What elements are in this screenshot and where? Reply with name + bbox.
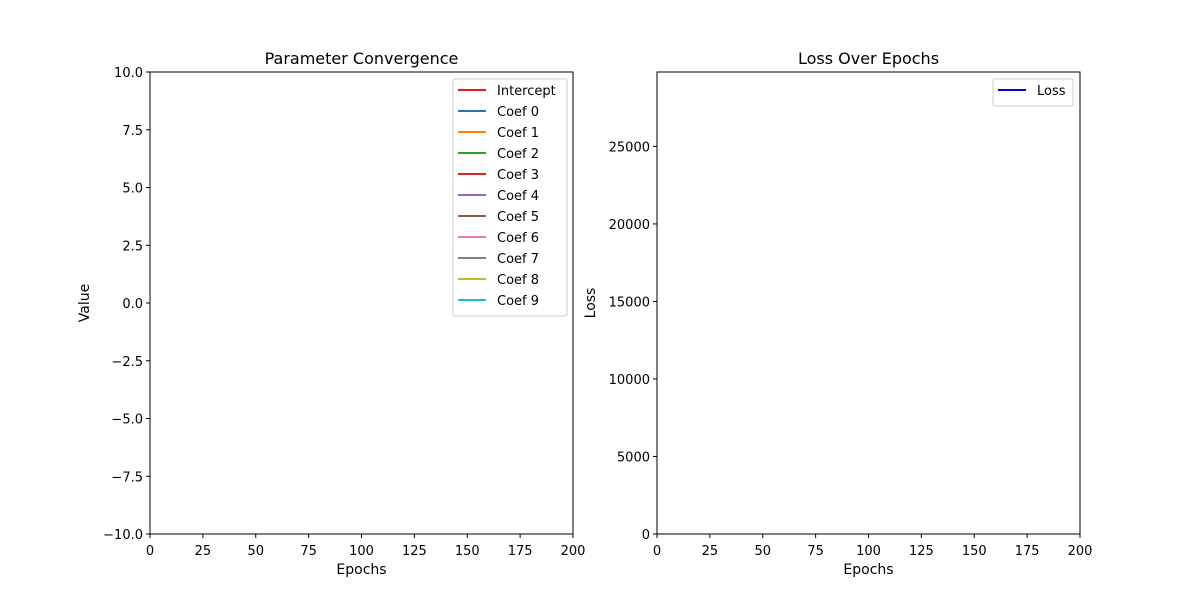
y-tick-label: 5.0 <box>122 182 143 197</box>
x-tick-label: 125 <box>402 544 427 559</box>
y-tick-label: −2.5 <box>111 355 143 370</box>
legend-label: Coef 9 <box>497 294 539 309</box>
x-tick-label: 50 <box>754 544 771 559</box>
parameter-convergence-chart: Parameter Convergence 0 25 50 75 100 125 150 17… <box>77 49 585 578</box>
y-axis-label: Loss <box>583 288 599 319</box>
axis-ticks: 0 25 50 75 100 125 150 175 200 0 5000 10000 15000 200… <box>609 140 1093 559</box>
legend-label: Intercept <box>497 84 556 99</box>
legend-label: Coef 2 <box>497 147 539 162</box>
legend-label: Coef 6 <box>497 231 539 246</box>
y-tick-label: 0 <box>642 528 650 543</box>
x-tick-label: 100 <box>856 544 881 559</box>
x-tick-label: 150 <box>962 544 987 559</box>
x-tick-label: 125 <box>909 544 934 559</box>
y-tick-label: 15000 <box>609 295 650 310</box>
x-tick-label: 75 <box>300 544 317 559</box>
y-tick-label: 10.0 <box>114 66 143 81</box>
chart-title: Loss Over Epochs <box>798 49 939 68</box>
legend-box <box>452 78 568 317</box>
x-tick-label: 150 <box>455 544 480 559</box>
y-tick-label: 2.5 <box>122 239 143 254</box>
plot-frame <box>656 71 1081 535</box>
legend-box <box>992 78 1074 107</box>
y-tick-label: 0.0 <box>122 297 143 312</box>
x-tick-label: 75 <box>807 544 824 559</box>
legend-label: Coef 4 <box>497 189 539 204</box>
y-tick-label: −10.0 <box>103 528 143 543</box>
y-tick-label: 7.5 <box>122 124 143 139</box>
chart-title: Parameter Convergence <box>265 49 459 68</box>
legend-label: Coef 1 <box>497 126 539 141</box>
x-tick-label: 50 <box>247 544 264 559</box>
x-tick-label: 100 <box>349 544 374 559</box>
y-tick-label: −5.0 <box>111 413 143 428</box>
legend-label: Coef 3 <box>497 168 539 183</box>
x-tick-label: 200 <box>1068 544 1093 559</box>
legend-label: Loss <box>1037 84 1066 99</box>
x-tick-label: 0 <box>146 544 154 559</box>
axis-ticks: 0 25 50 75 100 125 150 175 200 −10.0 −7.5 −5.0 −2.5 0… <box>103 66 585 559</box>
x-tick-label: 175 <box>1015 544 1040 559</box>
x-tick-label: 25 <box>702 544 719 559</box>
y-tick-label: 5000 <box>617 450 650 465</box>
legend-label: Coef 7 <box>497 252 539 267</box>
y-tick-label: 25000 <box>609 140 650 155</box>
x-tick-label: 200 <box>561 544 586 559</box>
y-tick-label: 20000 <box>609 218 650 233</box>
loss-over-epochs-chart: Loss Over Epochs 0 25 50 75 100 125 150 175 2000… <box>583 49 1092 578</box>
y-tick-label: 10000 <box>609 373 650 388</box>
y-axis-label: Value <box>77 284 93 322</box>
legend-label: Coef 5 <box>497 210 539 225</box>
x-axis-label: Epochs <box>843 562 893 578</box>
legend-label: Coef 8 <box>497 273 539 288</box>
legend-label: Coef 0 <box>497 105 539 120</box>
legend: Loss <box>992 78 1074 107</box>
x-tick-label: 175 <box>508 544 533 559</box>
x-axis-label: Epochs <box>336 562 386 578</box>
y-tick-label: −7.5 <box>111 470 143 485</box>
legend: Intercept Coef 0 Coef 1 Coef 2 Coef 3 Coef 4 C… <box>452 78 568 317</box>
x-tick-label: 25 <box>195 544 212 559</box>
x-tick-label: 0 <box>653 544 661 559</box>
plot-frame <box>149 71 574 535</box>
